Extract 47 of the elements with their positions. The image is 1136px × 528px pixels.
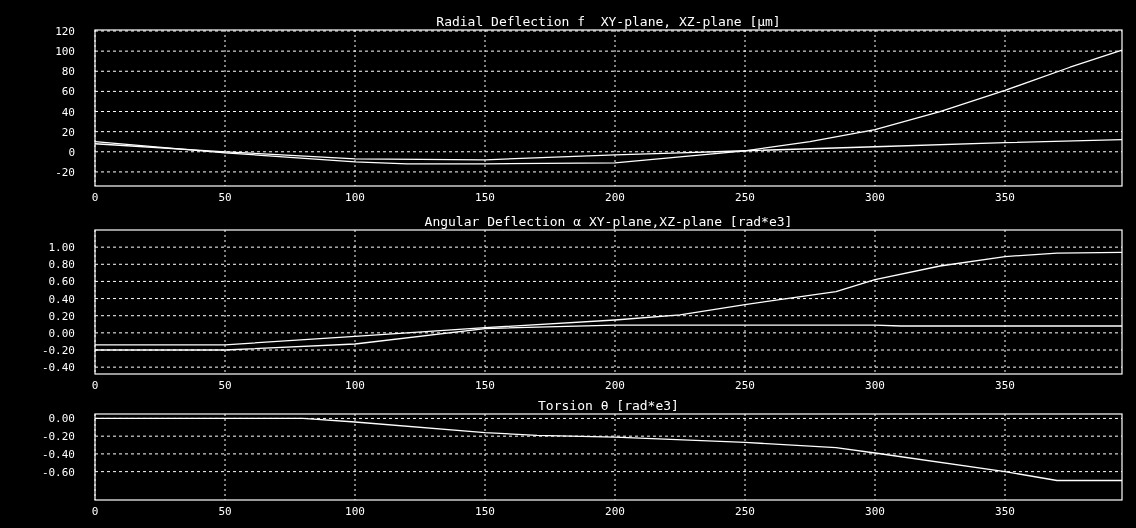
x-tick-label: 150 <box>475 191 495 204</box>
x-tick-label: 250 <box>735 191 755 204</box>
y-tick-label: 40 <box>61 105 75 119</box>
x-tick-label: 0 <box>91 379 99 392</box>
y-tick-label: 0.00 <box>48 412 75 426</box>
x-tick-label: 350 <box>995 505 1015 518</box>
x-tick-label: 350 <box>995 191 1015 204</box>
x-tick-label: 150 <box>475 379 495 392</box>
y-tick-label: 0.40 <box>48 292 75 306</box>
chart-title: Angular Deflection α XY-plane,XZ-plane [rad*e3] <box>424 214 793 229</box>
y-tick-label: 0.20 <box>48 309 75 323</box>
y-tick-label: 80 <box>61 65 75 79</box>
y-tick-label: -0.40 <box>41 447 75 461</box>
y-tick-label: 100 <box>55 45 75 59</box>
x-tick-label: 100 <box>345 505 365 518</box>
y-tick-label: 60 <box>61 85 75 99</box>
y-tick-label: 20 <box>61 125 75 139</box>
y-tick-label: 1.00 <box>48 241 75 255</box>
y-tick-label: 0.80 <box>48 258 75 272</box>
x-tick-label: 350 <box>995 379 1015 392</box>
y-tick-label: 0.60 <box>48 275 75 289</box>
x-tick-label: 0 <box>91 505 99 518</box>
y-tick-label: -20 <box>55 165 75 179</box>
y-tick-label: -0.20 <box>41 344 75 357</box>
x-tick-label: 100 <box>345 191 365 204</box>
x-tick-label: 300 <box>865 191 885 204</box>
y-tick-label: -0.60 <box>41 465 75 479</box>
x-tick-label: 150 <box>475 505 495 518</box>
x-tick-label: 250 <box>735 379 755 392</box>
y-tick-label: -0.40 <box>41 361 75 375</box>
x-tick-label: 0 <box>91 191 99 204</box>
x-tick-label: 200 <box>605 505 625 518</box>
y-tick-label: 0.00 <box>48 326 75 340</box>
x-tick-label: 50 <box>218 379 232 392</box>
y-tick-label: 0 <box>68 145 75 159</box>
x-tick-label: 300 <box>865 379 885 392</box>
x-tick-label: 50 <box>218 191 232 204</box>
y-tick-label: -0.20 <box>41 430 75 444</box>
x-tick-label: 200 <box>605 379 625 392</box>
x-tick-label: 50 <box>218 505 232 518</box>
y-tick-label: 120 <box>55 25 75 39</box>
x-tick-label: 300 <box>865 505 885 518</box>
x-tick-label: 200 <box>605 191 625 204</box>
x-tick-label: 100 <box>345 379 365 392</box>
chart-title: Radial Deflection f XY-plane, XZ-plane [µm] <box>436 14 781 29</box>
x-tick-label: 250 <box>735 505 755 518</box>
chart-title: Torsion θ [rad*e3] <box>538 398 679 413</box>
